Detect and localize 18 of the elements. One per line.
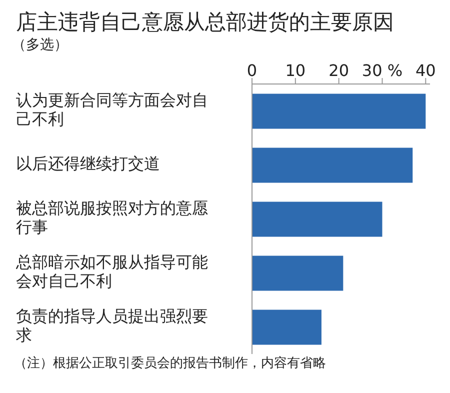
y-tick-label: 负责的指导人员提出强烈要求	[16, 306, 208, 345]
x-tick-label: 30 %	[362, 61, 403, 80]
x-tick-label: 0	[246, 61, 258, 80]
bar	[252, 310, 322, 345]
y-tick-label: 总部暗示如不服从指导可能会对自己不利	[15, 252, 208, 291]
x-tick-label: 20	[328, 61, 350, 80]
x-tick-label: 10	[285, 61, 306, 80]
bar	[252, 256, 344, 291]
chart-title: 店主违背自己意愿从总部进货的主要原因	[15, 9, 395, 36]
y-tick-label: 被总部说服按照对方的意愿行事	[16, 198, 208, 237]
bar	[252, 94, 426, 129]
bar	[252, 202, 382, 237]
text: （多选）	[11, 36, 69, 54]
x-tick-label: 40	[415, 61, 436, 80]
text: （注）根据公正取引委员会的报告书制作，内容有省略	[13, 355, 327, 372]
y-tick-label: 认为更新合同等方面会对自己不利	[16, 90, 208, 129]
bar	[252, 148, 413, 183]
y-tick-label: 以后还得继续打交道	[16, 154, 160, 174]
